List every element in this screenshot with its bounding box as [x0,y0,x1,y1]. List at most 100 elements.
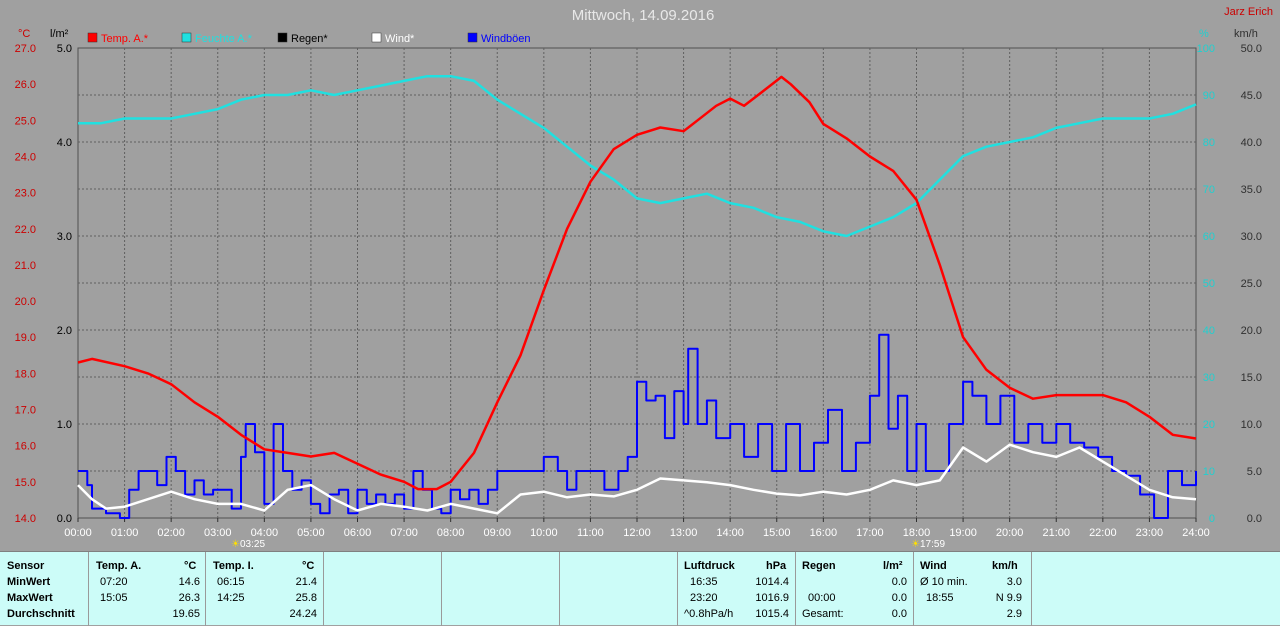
regen-total-val: 0.0 [891,608,907,620]
sun-icon: ☀ [231,539,240,550]
temp-tick-label: 22.0 [15,224,36,236]
series-group [77,74,1197,519]
temp-a-avg: 19.65 [172,608,200,620]
humidity-tick-label: 70 [1203,184,1215,196]
weather-chart: Mittwoch, 14.09.2016 Jarz Erich °C l/m² … [15,6,1273,550]
x-tick-label: 07:00 [390,527,418,539]
x-tick-label: 18:00 [903,527,931,539]
sensor-header: Sensor [7,560,45,572]
wind-tick-label: 20.0 [1241,325,1262,337]
temp-tick-label: 25.0 [15,115,36,127]
wind-tick-label: 25.0 [1241,278,1262,290]
sunset-label: 17:59 [920,539,945,550]
humidity-tick-label: 90 [1203,90,1215,102]
temp-tick-label: 27.0 [15,43,36,55]
legend-label: Windböen [481,33,531,45]
legend-swatch [277,32,288,43]
humidity-tick-label: 50 [1203,278,1215,290]
temp-tick-label: 20.0 [15,296,36,308]
wind-tick-label: 35.0 [1241,184,1262,196]
rain-tick-label: 4.0 [57,137,72,149]
x-tick-label: 22:00 [1089,527,1117,539]
x-tick-label: 01:00 [111,527,139,539]
x-tick-label: 04:00 [251,527,279,539]
legend-swatch [467,32,478,43]
x-tick-label: 20:00 [996,527,1024,539]
wind-tick-label: 45.0 [1241,90,1262,102]
x-tick-label: 00:00 [64,527,92,539]
humidity-tick-label: 20 [1203,419,1215,431]
temp-a-min-time: 07:20 [100,576,128,588]
luftdruck-trend-label: ^0.8hPa/h [684,608,734,620]
regen-max-time: 00:00 [808,592,836,604]
luftdruck-max-time: 23:20 [690,592,718,604]
temp-tick-label: 23.0 [15,188,36,200]
temp-tick-label: 17.0 [15,405,36,417]
temp-i-max-val: 25.8 [295,592,317,604]
temp-a-max-time: 15:05 [100,592,128,604]
legend-swatch [371,32,382,43]
humidity-axis: 0 10 20 30 40 50 60 70 80 90 100 [1197,43,1215,525]
x-tick-label: 10:00 [530,527,558,539]
humidity-tick-label: 30 [1203,372,1215,384]
wind-max-time: 18:55 [926,592,954,604]
row-label-max: MaxWert [7,592,53,604]
legend-label: Regen* [291,33,328,45]
temp-a-min-val: 14.6 [178,576,200,588]
stats-table: Sensor MinWert MaxWert Durchschnitt Temp… [0,551,1280,626]
x-tick-label: 05:00 [297,527,325,539]
wind-tick-label: 15.0 [1241,372,1262,384]
x-tick-label: 11:00 [577,527,604,539]
temp-tick-label: 18.0 [15,368,36,380]
temp-i-min-time: 06:15 [217,576,245,588]
x-tick-label: 06:00 [344,527,372,539]
regen-total-label: Gesamt: [802,608,844,620]
x-tick-label: 21:00 [1042,527,1070,539]
temp-tick-label: 21.0 [15,260,36,272]
temp-axis: 14.0 15.0 16.0 17.0 18.0 19.0 20.0 21.0 22.0 23.0… [15,43,36,525]
luftdruck-min-time: 16:35 [690,576,718,588]
x-tick-label: 24:00 [1182,527,1210,539]
temp-i-avg: 24.24 [289,608,317,620]
wind-axis: 0.0 5.0 10.0 15.0 20.0 25.0 30.0 35.0 40.0 45.0 50… [1241,43,1262,525]
x-tick-label: 16:00 [810,527,838,539]
hum-unit-label: % [1199,28,1209,40]
x-tick-label: 14:00 [716,527,744,539]
temp-tick-label: 24.0 [15,151,36,163]
legend-label: Wind* [385,33,415,45]
sunrise-label: 03:25 [240,539,265,550]
regen-header: Regen [802,560,836,572]
legend-swatch [181,32,192,43]
sun-icon: ☀ [911,539,920,550]
temp-i-max-time: 14:25 [217,592,245,604]
wind-tick-label: 40.0 [1241,137,1262,149]
temperature-series [77,75,1197,491]
x-tick-label: 23:00 [1136,527,1164,539]
wind-avg-val: 3.0 [1006,576,1022,588]
row-label-min: MinWert [7,576,51,588]
row-label-avg: Durchschnitt [7,608,75,620]
temp-i-min-val: 21.4 [295,576,317,588]
x-tick-label: 19:00 [949,527,977,539]
temp-i-unit: °C [302,560,315,572]
humidity-series [78,74,1197,238]
rain-tick-label: 1.0 [57,419,72,431]
wind-unit: km/h [992,560,1018,572]
humidity-tick-label: 40 [1203,325,1215,337]
x-tick-label: 13:00 [670,527,698,539]
x-tick-label: 17:00 [856,527,884,539]
temp-tick-label: 16.0 [15,441,36,453]
luftdruck-unit: hPa [766,560,787,572]
wind-series [77,443,1197,515]
legend-swatch [87,32,98,43]
wind-tick-label: 0.0 [1247,513,1262,525]
chart-title: Mittwoch, 14.09.2016 [572,7,715,24]
sunset-marker: ☀ 17:59 [911,539,945,550]
x-tick-label: 15:00 [763,527,791,539]
rain-tick-label: 2.0 [57,325,72,337]
regen-max-val: 0.0 [891,592,907,604]
rain-tick-label: 0.0 [57,513,72,525]
legend: Temp. A.* Feuchte A.* Regen* Wind* Windböen [87,32,531,45]
wind-unit-label: km/h [1234,28,1258,40]
gust-series [78,333,1197,519]
